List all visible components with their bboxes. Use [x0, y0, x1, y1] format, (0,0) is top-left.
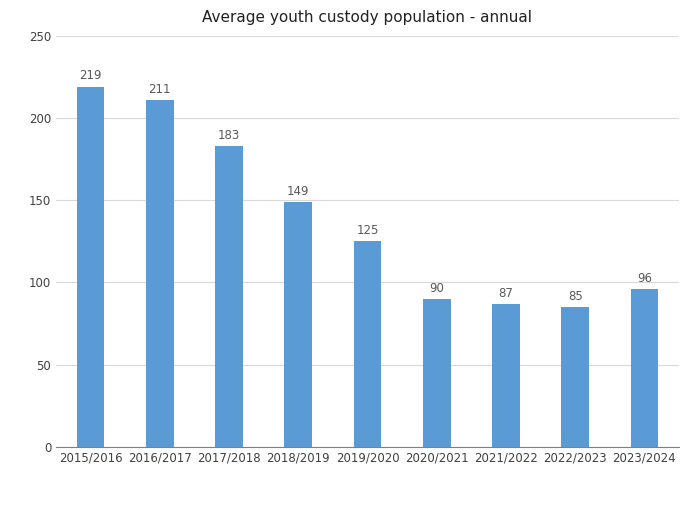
Text: 219: 219 [79, 70, 102, 82]
Text: 87: 87 [498, 287, 513, 300]
Text: 149: 149 [287, 185, 309, 198]
Bar [284, 202, 312, 447]
Bar [423, 299, 451, 447]
Bar [561, 307, 589, 447]
Bar [492, 304, 520, 447]
Bar [631, 289, 658, 447]
Text: 211: 211 [148, 83, 171, 96]
Text: 85: 85 [568, 290, 582, 303]
Text: 90: 90 [429, 282, 444, 295]
Text: 125: 125 [356, 224, 379, 237]
Bar [354, 241, 382, 447]
Text: 96: 96 [637, 272, 652, 285]
Bar [146, 100, 174, 447]
Bar [215, 146, 243, 447]
Title: Average youth custody population - annual: Average youth custody population - annua… [202, 10, 533, 25]
Bar [77, 86, 104, 447]
Text: 183: 183 [218, 129, 240, 142]
